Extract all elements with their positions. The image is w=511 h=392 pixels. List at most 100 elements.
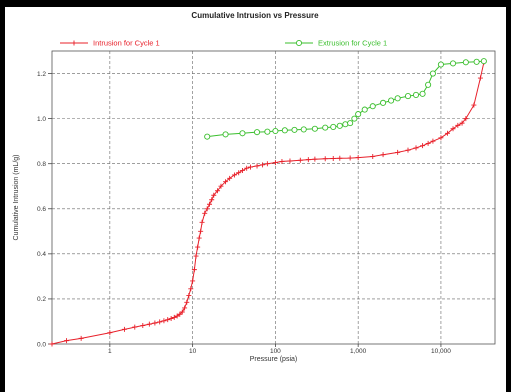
data-point bbox=[347, 155, 353, 161]
data-point bbox=[247, 164, 253, 170]
x-tick-label: 1,000 bbox=[350, 348, 367, 355]
data-point bbox=[64, 338, 70, 344]
data-point bbox=[207, 201, 213, 207]
data-point bbox=[477, 75, 483, 81]
data-point bbox=[380, 152, 386, 158]
data-point bbox=[272, 160, 278, 166]
data-point bbox=[355, 111, 362, 118]
data-point bbox=[330, 123, 337, 131]
series-intrusion bbox=[49, 59, 487, 347]
data-point bbox=[281, 127, 288, 134]
data-point bbox=[355, 155, 361, 161]
data-point bbox=[190, 278, 196, 284]
data-point bbox=[459, 120, 465, 126]
legend-label: Intrusion for Cycle 1 bbox=[93, 39, 160, 48]
y-tick-label: 0.0 bbox=[37, 341, 46, 348]
data-point bbox=[191, 267, 197, 273]
data-point bbox=[430, 138, 436, 144]
data-point bbox=[107, 330, 113, 336]
data-point bbox=[171, 314, 177, 320]
legend-item: Extrusion for Cycle 1 bbox=[285, 39, 387, 48]
data-point bbox=[361, 106, 368, 113]
data-point bbox=[196, 235, 202, 241]
data-point bbox=[455, 122, 461, 128]
chart-title: Cumulative Intrusion vs Pressure bbox=[191, 11, 319, 20]
data-point bbox=[222, 131, 229, 138]
data-point bbox=[132, 324, 138, 330]
y-tick-label: 1.2 bbox=[37, 71, 46, 78]
data-point bbox=[463, 116, 469, 122]
data-point bbox=[254, 163, 260, 169]
data-point bbox=[337, 155, 343, 161]
data-point bbox=[449, 60, 457, 67]
y-tick-label: 0.6 bbox=[37, 206, 46, 213]
data-point bbox=[279, 158, 285, 164]
data-point bbox=[394, 95, 401, 102]
y-tick-label: 0.4 bbox=[37, 251, 46, 258]
chart-panel: Cumulative Intrusion vs Pressure Intrusi… bbox=[5, 7, 506, 392]
chart-svg: Cumulative Intrusion vs Pressure Intrusi… bbox=[13, 11, 496, 363]
x-tick-label: 1 bbox=[108, 348, 112, 355]
data-point bbox=[188, 286, 194, 292]
data-point bbox=[174, 313, 180, 319]
data-point bbox=[322, 124, 329, 131]
data-point bbox=[209, 197, 215, 203]
data-point bbox=[184, 299, 190, 305]
data-point bbox=[300, 126, 307, 133]
data-point bbox=[287, 158, 293, 164]
data-point bbox=[444, 130, 450, 136]
data-point bbox=[146, 321, 152, 327]
data-point bbox=[239, 130, 246, 137]
legend-item: Intrusion for Cycle 1 bbox=[60, 39, 160, 48]
legend-marker bbox=[295, 39, 303, 47]
data-point bbox=[204, 133, 211, 140]
legend-marker bbox=[71, 40, 77, 46]
data-point bbox=[404, 93, 412, 100]
data-point bbox=[244, 165, 250, 171]
data-point bbox=[272, 127, 279, 135]
data-point bbox=[305, 157, 311, 163]
series-layer bbox=[49, 58, 487, 347]
data-point bbox=[202, 210, 208, 216]
data-point bbox=[438, 135, 444, 141]
data-point bbox=[182, 305, 188, 311]
y-tick-label: 0.8 bbox=[37, 161, 46, 168]
data-point bbox=[473, 58, 480, 65]
data-point bbox=[419, 90, 426, 97]
y-axis-label: Cumulative Intrusion (mL/g) bbox=[13, 155, 20, 241]
legend-label: Extrusion for Cycle 1 bbox=[318, 39, 387, 48]
data-point bbox=[165, 317, 171, 323]
data-point bbox=[236, 170, 242, 176]
x-tick-label: 10,000 bbox=[431, 348, 451, 355]
data-point bbox=[264, 161, 270, 167]
y-tick-label: 0.2 bbox=[37, 296, 46, 303]
data-point bbox=[78, 335, 84, 341]
legend: Intrusion for Cycle 1 Extrusion for Cycle… bbox=[60, 39, 387, 48]
y-axis: 0.0 0.2 0.4 0.6 0.8 1.0 1.2 bbox=[37, 71, 52, 348]
data-point bbox=[179, 309, 185, 315]
data-point bbox=[370, 153, 376, 159]
data-point bbox=[204, 206, 210, 212]
data-point bbox=[336, 122, 343, 129]
data-point bbox=[437, 61, 444, 68]
data-point bbox=[215, 188, 221, 194]
data-point bbox=[425, 140, 431, 146]
data-point bbox=[312, 156, 318, 162]
data-point bbox=[253, 129, 261, 136]
data-point bbox=[264, 128, 271, 135]
data-point bbox=[462, 59, 469, 66]
data-point bbox=[193, 253, 199, 259]
data-point bbox=[413, 145, 419, 151]
data-point bbox=[49, 341, 55, 347]
data-point bbox=[412, 91, 420, 98]
data-point bbox=[186, 293, 192, 299]
data-point bbox=[369, 103, 376, 110]
data-point bbox=[388, 97, 395, 104]
data-point bbox=[168, 316, 174, 322]
x-tick-label: 100 bbox=[270, 348, 281, 355]
data-point bbox=[480, 58, 487, 65]
data-point bbox=[471, 102, 477, 108]
series-line bbox=[51, 62, 485, 345]
data-point bbox=[223, 179, 229, 185]
data-point bbox=[311, 125, 318, 132]
